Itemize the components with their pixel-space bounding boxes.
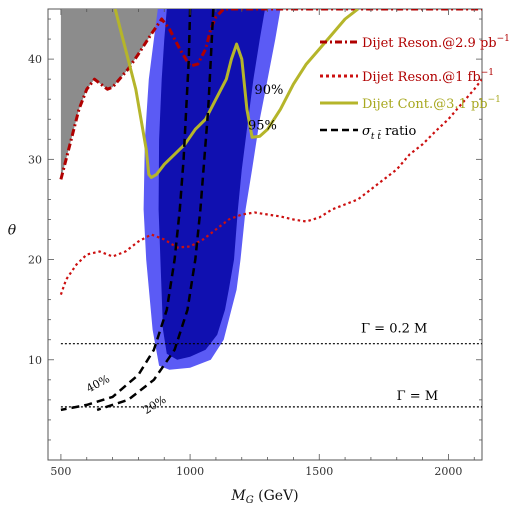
x-axis-title-sub: G <box>246 495 254 506</box>
series-line-3 <box>60 9 192 412</box>
svg-text:Dijet Cont.@3.1 pb−1: Dijet Cont.@3.1 pb−1 <box>362 95 501 112</box>
x-tick-label: 2000 <box>434 465 462 478</box>
legend-entry-dijet-reson-1fb: Dijet Reson.@1 fb−1 <box>320 68 494 85</box>
excluded-region <box>60 9 222 180</box>
legend: Dijet Reson.@2.9 pb−1 Dijet Reson.@1 fb−… <box>320 34 510 142</box>
y-tick-label: 40 <box>28 53 42 66</box>
x-tick-label: 500 <box>50 465 71 478</box>
contour-90-percent <box>158 9 265 360</box>
series-line-1 <box>59 78 482 295</box>
x-axis-title: MG (GeV) <box>230 488 298 506</box>
series-line-0 <box>59 9 482 180</box>
svg-text:Dijet Reson.@1 fb−1: Dijet Reson.@1 fb−1 <box>362 68 494 85</box>
legend-sup-dijet-reson-1fb: −1 <box>481 68 494 78</box>
legend-entry-dijet-cont: Dijet Cont.@3.1 pb−1 <box>320 95 501 112</box>
x-axis-title-unit: (GeV) <box>254 488 299 504</box>
legend-label-dijet-reson-1fb: Dijet Reson.@1 fb <box>362 70 481 85</box>
annotation-5: Γ = M <box>397 389 439 404</box>
annotation-0: 90% <box>254 83 283 98</box>
x-axis: 500 1000 1500 2000 <box>50 9 475 478</box>
legend-sup-dijet-reson-2.9: −1 <box>497 34 510 44</box>
annotation-1: 95% <box>248 118 277 133</box>
legend-entry-dijet-reson-2.9: Dijet Reson.@2.9 pb−1 <box>320 34 510 51</box>
y-tick-label: 30 <box>28 153 42 166</box>
legend-sup-dijet-cont: −1 <box>488 95 501 105</box>
y-axis-title: θ <box>8 223 17 239</box>
x-tick-label: 1500 <box>305 465 333 478</box>
svg-text:Dijet Reson.@2.9 pb−1: Dijet Reson.@2.9 pb−1 <box>362 34 510 51</box>
legend-entry-sigma-ratio: σt t̄ ratio <box>320 124 416 142</box>
legend-label-sigma-suffix: ratio <box>381 124 416 139</box>
annotation-4: Γ = 0.2 M <box>361 322 427 337</box>
x-axis-title-main: M <box>230 488 246 504</box>
y-tick-label: 20 <box>28 254 42 267</box>
legend-label-sigma-sub: t t̄ <box>371 130 382 142</box>
legend-label-sigma: σ <box>362 124 372 139</box>
series-line-4 <box>96 9 215 412</box>
x-tick-label: 1000 <box>176 465 204 478</box>
svg-text:σt t̄ ratio: σt t̄ ratio <box>362 124 416 142</box>
y-tick-label: 10 <box>28 354 42 367</box>
legend-label-dijet-cont: Dijet Cont.@3.1 pb <box>362 97 488 112</box>
legend-label-dijet-reson-2.9: Dijet Reson.@2.9 pb <box>362 36 497 51</box>
y-axis: 10 20 30 40 <box>28 18 482 441</box>
series-line-2 <box>113 9 359 179</box>
